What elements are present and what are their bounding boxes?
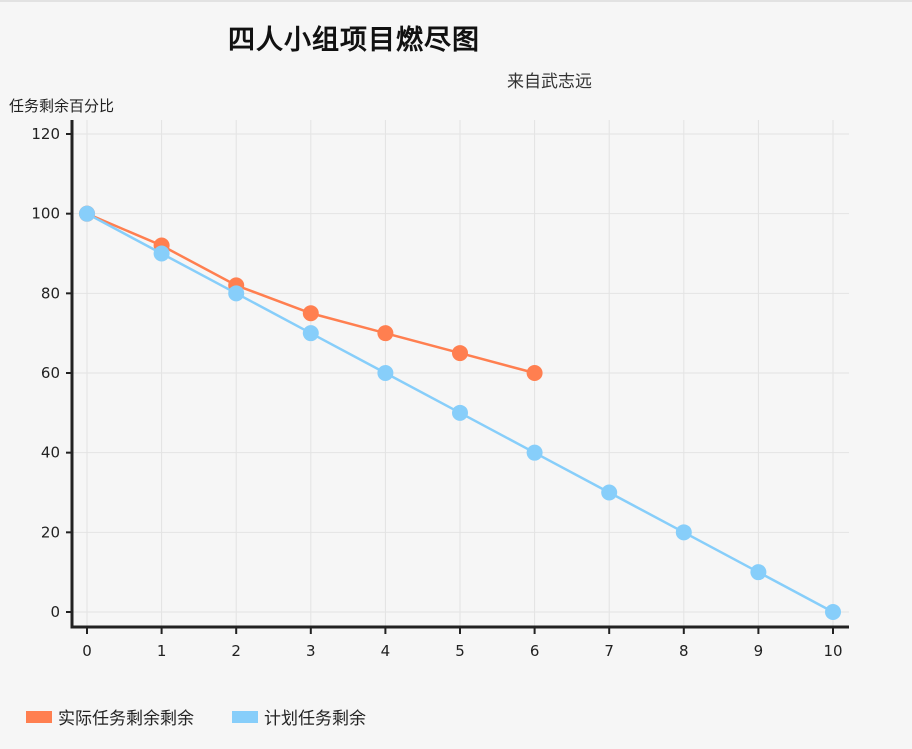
- chart-subtitle: 来自武志远: [507, 72, 592, 92]
- legend-swatch-actual: [26, 710, 52, 723]
- y-tick-label-20: 20: [41, 523, 60, 541]
- series-0-point-6: [526, 365, 543, 381]
- legend-label-actual: 实际任务剩余剩余: [58, 709, 194, 729]
- series-1-point-2: [228, 285, 245, 302]
- series-1-point-0: [79, 205, 95, 222]
- x-tick-label-3: 3: [306, 642, 316, 660]
- x-tick-label-9: 9: [754, 642, 764, 660]
- x-tick-label-0: 0: [82, 642, 92, 660]
- x-tick-label-2: 2: [231, 642, 241, 660]
- series-1-point-7: [601, 484, 618, 501]
- y-tick-label-60: 60: [41, 364, 60, 382]
- chart-title: 四人小组项目燃尽图: [228, 25, 480, 56]
- y-tick-label-100: 100: [31, 205, 60, 223]
- x-tick-label-1: 1: [157, 642, 167, 660]
- y-tick-label-80: 80: [41, 284, 60, 302]
- grid-lines: [72, 120, 849, 627]
- y-tick-label-120: 120: [31, 125, 60, 143]
- series-0-point-3: [302, 305, 319, 322]
- series-1-point-1: [153, 245, 170, 262]
- series-1-point-3: [302, 325, 319, 342]
- x-tick-label-8: 8: [679, 642, 689, 660]
- legend-swatch-planned: [232, 710, 258, 723]
- series-1-point-5: [452, 404, 468, 421]
- legend-item-planned[interactable]: 计划任务剩余: [232, 704, 366, 729]
- y-tick-label-40: 40: [41, 444, 60, 462]
- series-0-point-4: [377, 325, 394, 342]
- x-tick-label-6: 6: [530, 642, 540, 660]
- x-tick-label-5: 5: [455, 642, 465, 660]
- series-1-point-4: [377, 365, 394, 381]
- y-tick-label-0: 0: [50, 603, 60, 621]
- series-1-point-8: [675, 524, 692, 541]
- series-1-point-6: [526, 444, 543, 461]
- x-tick-label-4: 4: [381, 642, 391, 660]
- y-axis-label: 任务剩余百分比: [9, 97, 115, 115]
- axes: [66, 120, 849, 634]
- series-layer: [79, 205, 841, 620]
- series-1-point-10: [825, 604, 841, 620]
- x-tick-label-7: 7: [604, 642, 614, 660]
- legend-item-actual[interactable]: 实际任务剩余剩余: [26, 704, 194, 729]
- tick-labels: 0 20 40 60 80 100 120 0 1 2 3 4 5 6 7 8 9 10: [31, 125, 842, 660]
- series-0-point-5: [452, 345, 468, 362]
- top-border: [0, 0, 912, 2]
- legend: 实际任务剩余剩余 计划任务剩余: [26, 704, 404, 729]
- legend-label-planned: 计划任务剩余: [264, 709, 366, 729]
- series-1-point-9: [750, 564, 767, 581]
- x-tick-label-10: 10: [823, 642, 842, 660]
